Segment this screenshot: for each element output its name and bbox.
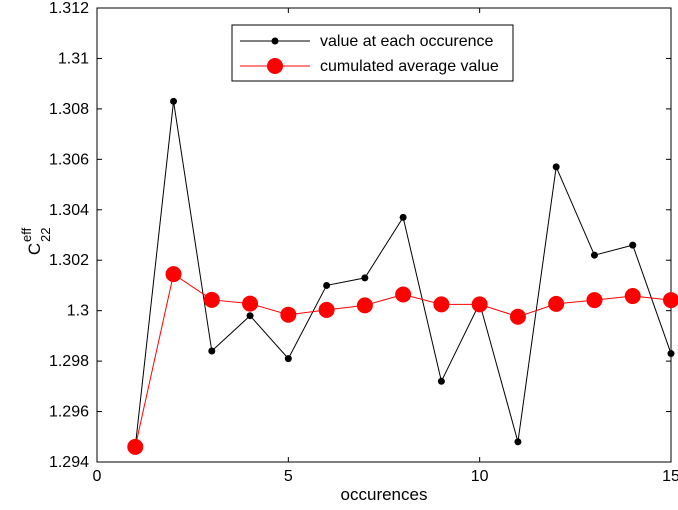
- y-tick-label: 1.31: [58, 50, 89, 67]
- series-2-point: [471, 296, 488, 313]
- y-tick-label: 1.294: [49, 454, 89, 471]
- y-tick-label: 1.304: [49, 202, 89, 219]
- series-2-point: [242, 295, 259, 312]
- y-axis-label-main: C: [25, 243, 44, 255]
- x-tick-label: 5: [284, 468, 293, 485]
- y-tick-label: 1.306: [49, 151, 89, 168]
- series-1-point: [437, 377, 445, 385]
- series-1-point: [284, 355, 292, 363]
- series-1-point: [323, 281, 331, 289]
- plot-area: [96, 7, 672, 463]
- y-tick-label: 1.298: [49, 353, 89, 370]
- series-2-point: [548, 295, 565, 312]
- y-axis-label-superscript: eff: [19, 227, 34, 242]
- y-tick-label: 1.312: [49, 0, 89, 17]
- y-axis-label-subscript: 22: [38, 228, 53, 242]
- x-tick-label: 15: [662, 468, 678, 485]
- series-2-point: [624, 288, 641, 305]
- legend-label-series-1: value at each occurence: [320, 33, 494, 50]
- series-1-point: [246, 312, 254, 320]
- series-1-point: [667, 350, 675, 358]
- y-axis-ticks: 1.294 1.296 1.298 1.3 1.302 1.304 1.306 1.308 1.…: [49, 0, 671, 471]
- legend-marker-series-2: [267, 58, 283, 74]
- series-2-point: [395, 286, 412, 303]
- x-tick-label: 0: [93, 468, 102, 485]
- legend-marker-series-1: [271, 37, 279, 45]
- series-1-point: [361, 274, 369, 282]
- y-tick-label: 1.3: [67, 303, 89, 320]
- series-1-point: [170, 97, 178, 105]
- series-2-point: [586, 292, 603, 309]
- series-2-point: [663, 292, 678, 309]
- legend: value at each occurence cumulated averag…: [231, 24, 514, 82]
- legend-label-series-2: cumulated average value: [320, 58, 499, 75]
- y-tick-label: 1.302: [49, 252, 89, 269]
- y-axis-label: C eff 22: [19, 227, 53, 255]
- series-2-point: [127, 438, 144, 455]
- series-1-point: [514, 438, 522, 446]
- series-1-point: [552, 163, 560, 171]
- series-1-point: [590, 251, 598, 259]
- series-2-point: [318, 301, 335, 318]
- x-axis-ticks: 0 5 10 15: [93, 8, 678, 485]
- series-layer: [127, 97, 678, 455]
- series-2-point: [433, 296, 450, 313]
- series-2-point: [356, 297, 373, 314]
- series-1-point: [208, 347, 216, 355]
- x-tick-label: 10: [471, 468, 489, 485]
- series-2-point: [165, 266, 182, 283]
- series-2-point: [203, 291, 220, 308]
- y-tick-label: 1.296: [49, 404, 89, 421]
- series-1-point: [629, 241, 637, 249]
- x-axis-label: occurences: [341, 485, 428, 504]
- series-2-point: [509, 308, 526, 325]
- series-2-point: [280, 306, 297, 323]
- y-tick-label: 1.308: [49, 101, 89, 118]
- series-1-point: [399, 213, 407, 221]
